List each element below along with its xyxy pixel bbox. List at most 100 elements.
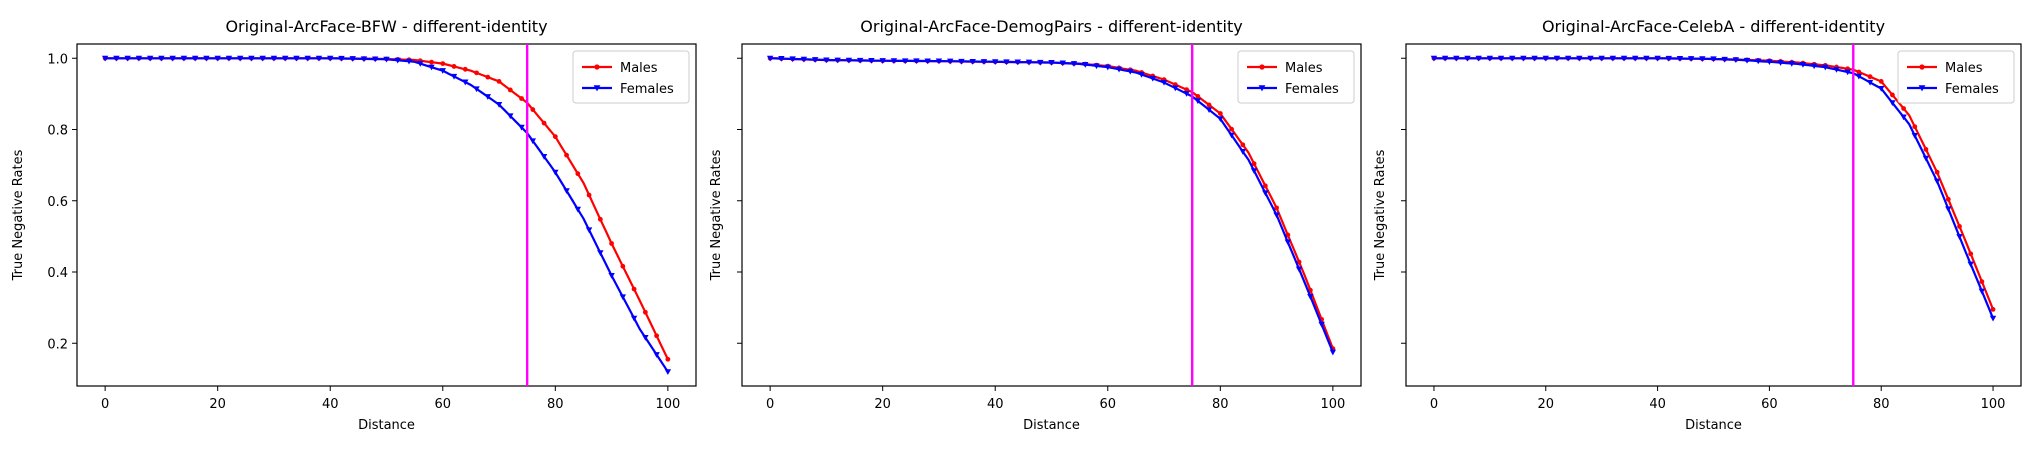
data-point bbox=[450, 73, 458, 80]
data-point bbox=[597, 216, 603, 222]
x-tick-label: 100 bbox=[1320, 397, 1345, 412]
data-point bbox=[654, 333, 660, 339]
data-point bbox=[1093, 63, 1100, 70]
data-point bbox=[1184, 87, 1189, 92]
legend-item-males: Males bbox=[582, 61, 658, 76]
legend-label: Males bbox=[620, 61, 658, 76]
data-point bbox=[1945, 196, 1951, 202]
data-point bbox=[338, 55, 345, 62]
axes-frame bbox=[1405, 43, 2022, 387]
data-point bbox=[1889, 100, 1896, 106]
data-point bbox=[1295, 266, 1303, 273]
series-females bbox=[101, 55, 672, 375]
axes-frame bbox=[741, 43, 1362, 387]
series-females bbox=[766, 55, 1337, 356]
data-point bbox=[1676, 55, 1684, 62]
data-point bbox=[1912, 124, 1918, 130]
data-point bbox=[541, 120, 547, 126]
data-point bbox=[282, 55, 289, 62]
data-point bbox=[1262, 190, 1269, 197]
legend-item-males: Males bbox=[1247, 61, 1323, 76]
y-tick-label: 0.4 bbox=[47, 266, 68, 281]
data-point bbox=[1509, 55, 1516, 62]
data-point bbox=[1643, 55, 1650, 62]
data-point bbox=[642, 334, 649, 341]
data-point bbox=[1115, 66, 1123, 73]
data-point bbox=[1250, 168, 1258, 175]
data-point bbox=[653, 352, 660, 358]
legend: Males Females bbox=[572, 50, 690, 104]
data-point bbox=[1867, 74, 1873, 80]
x-tick-label: 60 bbox=[1761, 397, 1778, 412]
data-point bbox=[1497, 55, 1505, 62]
x-tick-label: 60 bbox=[434, 397, 451, 412]
legend-label: Females bbox=[1945, 82, 1999, 97]
legend: Males Females bbox=[1237, 50, 1355, 104]
chart-title: Original-ArcFace-CelebA - different-iden… bbox=[1542, 17, 1885, 36]
data-point bbox=[417, 61, 424, 67]
x-axis-label: Distance bbox=[1023, 418, 1080, 433]
data-point bbox=[484, 94, 491, 100]
data-point bbox=[1014, 59, 1021, 66]
data-point bbox=[1059, 60, 1066, 67]
data-point bbox=[609, 241, 614, 246]
data-point bbox=[1799, 62, 1807, 68]
data-point bbox=[1777, 60, 1784, 66]
data-point bbox=[1788, 60, 1795, 67]
data-point bbox=[1687, 56, 1695, 62]
data-point bbox=[1878, 85, 1885, 92]
data-point bbox=[1911, 132, 1918, 139]
data-point bbox=[630, 315, 638, 322]
x-axis-label: Distance bbox=[358, 418, 415, 433]
y-axis-label: True Negative Rates bbox=[709, 149, 724, 281]
data-point bbox=[958, 58, 965, 65]
x-tick-label: 0 bbox=[101, 397, 109, 412]
data-point bbox=[304, 55, 311, 62]
data-point bbox=[1576, 55, 1583, 62]
data-point bbox=[879, 58, 886, 64]
data-point bbox=[191, 55, 199, 62]
data-point bbox=[1127, 68, 1134, 75]
data-point bbox=[947, 58, 954, 65]
data-point bbox=[1665, 55, 1672, 62]
data-point bbox=[113, 55, 120, 62]
data-point bbox=[1441, 55, 1449, 62]
data-point bbox=[597, 250, 604, 256]
data-point bbox=[1048, 59, 1055, 66]
legend-marker bbox=[1918, 85, 1926, 92]
data-point bbox=[1878, 79, 1884, 84]
data-point bbox=[631, 286, 637, 292]
data-point bbox=[1172, 85, 1179, 92]
legend-marker bbox=[594, 64, 600, 70]
legend: Males Females bbox=[1897, 50, 2015, 104]
x-tick-label: 20 bbox=[874, 397, 891, 412]
data-point bbox=[405, 58, 413, 65]
data-point bbox=[1273, 212, 1280, 219]
data-point bbox=[315, 55, 323, 62]
data-point bbox=[1240, 142, 1246, 148]
data-point bbox=[1149, 75, 1156, 82]
data-point bbox=[1430, 55, 1438, 62]
chart-panels: Original-ArcFace-BFW - different-identit… bbox=[11, 17, 2022, 433]
data-point bbox=[507, 113, 514, 120]
data-point bbox=[1205, 107, 1213, 114]
y-tick-label: 1.0 bbox=[47, 52, 68, 67]
y-tick-label: 0.8 bbox=[47, 124, 68, 139]
data-point bbox=[992, 59, 999, 66]
data-point bbox=[1598, 55, 1605, 62]
data-point bbox=[236, 55, 244, 62]
data-point bbox=[439, 68, 446, 74]
data-point bbox=[586, 192, 592, 198]
data-point bbox=[1956, 234, 1963, 240]
data-point bbox=[890, 58, 898, 65]
data-point bbox=[146, 55, 154, 62]
data-point bbox=[1486, 55, 1494, 62]
data-point bbox=[823, 57, 830, 64]
data-point bbox=[1542, 55, 1549, 62]
legend-label: Males bbox=[1285, 61, 1323, 76]
data-point bbox=[1922, 155, 1930, 162]
data-point bbox=[845, 57, 853, 64]
x-tick-label: 40 bbox=[322, 397, 339, 412]
plot-area bbox=[766, 55, 1337, 356]
